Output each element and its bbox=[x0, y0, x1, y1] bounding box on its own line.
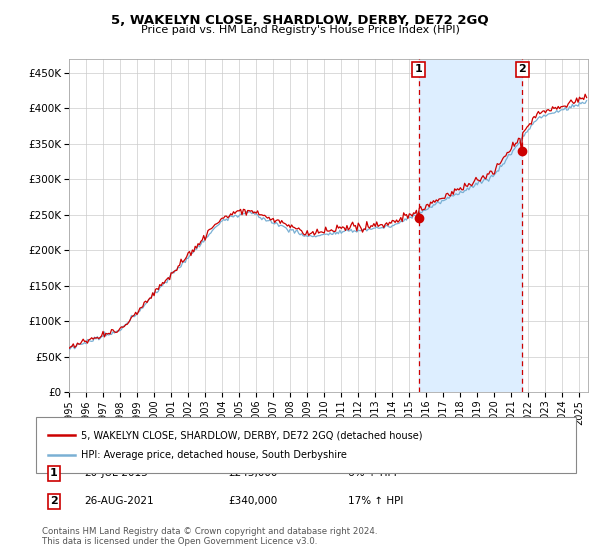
Text: 5, WAKELYN CLOSE, SHARDLOW, DERBY, DE72 2GQ: 5, WAKELYN CLOSE, SHARDLOW, DERBY, DE72 … bbox=[111, 14, 489, 27]
Bar bbox=[419, 59, 523, 392]
Text: £340,000: £340,000 bbox=[228, 496, 277, 506]
Text: 26-AUG-2021: 26-AUG-2021 bbox=[84, 496, 154, 506]
Text: 2: 2 bbox=[518, 64, 526, 74]
Text: Contains HM Land Registry data © Crown copyright and database right 2024.
This d: Contains HM Land Registry data © Crown c… bbox=[42, 526, 377, 546]
Text: 6% ↑ HPI: 6% ↑ HPI bbox=[348, 468, 397, 478]
Text: Price paid vs. HM Land Registry's House Price Index (HPI): Price paid vs. HM Land Registry's House … bbox=[140, 25, 460, 35]
Text: 5, WAKELYN CLOSE, SHARDLOW, DERBY, DE72 2GQ (detached house): 5, WAKELYN CLOSE, SHARDLOW, DERBY, DE72 … bbox=[81, 430, 422, 440]
Text: 17% ↑ HPI: 17% ↑ HPI bbox=[348, 496, 403, 506]
Text: 1: 1 bbox=[415, 64, 422, 74]
Text: 20-JUL-2015: 20-JUL-2015 bbox=[84, 468, 148, 478]
Text: 1: 1 bbox=[50, 468, 58, 478]
Text: £245,000: £245,000 bbox=[228, 468, 277, 478]
Text: HPI: Average price, detached house, South Derbyshire: HPI: Average price, detached house, Sout… bbox=[81, 450, 347, 460]
Text: 2: 2 bbox=[50, 496, 58, 506]
